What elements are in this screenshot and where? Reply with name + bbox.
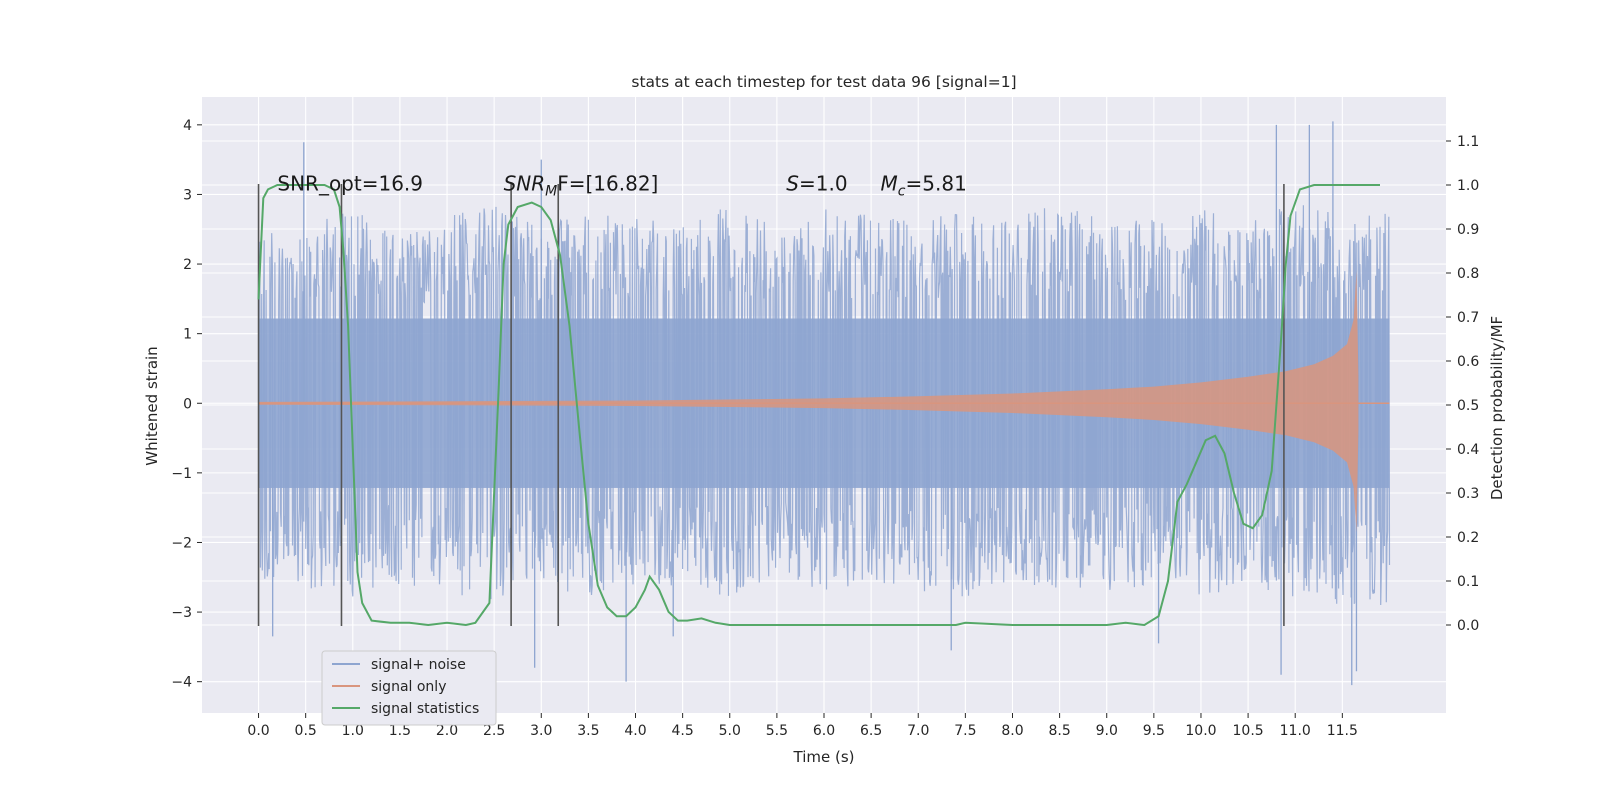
y-tick-label: −2 <box>171 535 192 551</box>
annotation-part: S <box>786 172 799 196</box>
x-tick-label: 0.5 <box>295 723 317 739</box>
x-tick-label: 8.0 <box>1001 723 1023 739</box>
x-tick-label: 1.5 <box>389 723 411 739</box>
x-tick-label: 1.0 <box>342 723 364 739</box>
x-tick-label: 8.5 <box>1048 723 1070 739</box>
x-tick-label: 5.5 <box>766 723 788 739</box>
y-right-tick-label: 0.6 <box>1457 354 1479 370</box>
annotations: SNR_opt=16.9 SNRMF=[16.82] S=1.0 Mc=5.81 <box>277 172 966 200</box>
x-tick-label: 6.5 <box>860 723 882 739</box>
annotation-part: c <box>898 184 906 200</box>
x-tick-label: 2.5 <box>483 723 505 739</box>
annotation-part: =5.81 <box>906 172 967 196</box>
x-tick-label: 3.0 <box>530 723 552 739</box>
annotation-s: S=1.0 <box>786 172 847 196</box>
y-tick-label: −3 <box>171 605 192 621</box>
x-tick-label: 2.0 <box>436 723 458 739</box>
chart-title: stats at each timestep for test data 96 … <box>631 73 1016 91</box>
legend-label-statistics: signal statistics <box>371 701 479 717</box>
y-tick-label: 4 <box>183 118 192 134</box>
x-tick-label: 6.0 <box>813 723 835 739</box>
axes: 0.0 0.5 1.0 1.5 2.0 2.5 3.0 3.5 4.0 4.5 5.0 5.5 6.0 6… <box>171 118 1479 739</box>
annotation-snr-mf: SNRMF=[16.82] <box>504 172 659 200</box>
annotation-part: =1.0 <box>799 172 848 196</box>
signal-envelope <box>258 271 1359 532</box>
x-tick-label: 11.5 <box>1327 723 1358 739</box>
y-right-tick-label: 1.1 <box>1457 134 1479 150</box>
x-tick-label: 9.0 <box>1096 723 1118 739</box>
annotation-part: SNR <box>504 172 546 196</box>
noise-trace <box>257 205 1391 606</box>
y-right-tick-label: 0.4 <box>1457 442 1479 458</box>
x-tick-label: 10.5 <box>1233 723 1264 739</box>
annotation-snr-opt: SNR_opt=16.9 <box>277 172 423 196</box>
y-right-axis-title: Detection probability/MF <box>1488 316 1506 500</box>
x-tick-label: 7.5 <box>954 723 976 739</box>
vertical-markers <box>257 184 1285 626</box>
y-axis-title: Whitened strain <box>143 346 161 465</box>
x-tick-label: 11.0 <box>1280 723 1311 739</box>
y-right-tick-label: 0.5 <box>1457 398 1479 414</box>
x-tick-label: 0.0 <box>247 723 269 739</box>
y-right-tick-label: 0.7 <box>1457 310 1479 326</box>
y-tick-label: 0 <box>183 396 192 412</box>
y-tick-label: 1 <box>183 327 192 343</box>
y-tick-label: −1 <box>171 466 192 482</box>
legend: signal+ noise signal only signal statist… <box>321 650 497 726</box>
signal-series <box>258 271 1390 532</box>
statistics-line <box>257 184 1380 627</box>
y-right-tick-label: 0.9 <box>1457 222 1479 238</box>
annotation-part: F=[16.82] <box>557 172 658 196</box>
x-tick-label: 7.0 <box>907 723 929 739</box>
annotation-part: M <box>881 172 898 196</box>
x-tick-label: 10.0 <box>1185 723 1216 739</box>
y-right-tick-label: 0.2 <box>1457 530 1479 546</box>
x-tick-label: 4.5 <box>672 723 694 739</box>
y-right-tick-label: 0.0 <box>1457 618 1479 634</box>
y-right-tick-label: 0.3 <box>1457 486 1479 502</box>
y-tick-label: −4 <box>171 675 192 691</box>
legend-label-noise: signal+ noise <box>371 657 466 673</box>
legend-box <box>321 650 497 726</box>
y-right-tick-label: 1.0 <box>1457 178 1479 194</box>
x-tick-label: 4.0 <box>624 723 646 739</box>
y-tick-label: 2 <box>183 257 192 273</box>
statistics-series <box>257 184 1380 627</box>
annotation-part: M <box>545 184 557 200</box>
y-tick-label: 3 <box>183 187 192 203</box>
y-right-tick-label: 0.1 <box>1457 574 1479 590</box>
x-axis-title: Time (s) <box>793 748 855 766</box>
x-tick-label: 5.0 <box>719 723 741 739</box>
annotation-mc: Mc=5.81 <box>881 172 967 200</box>
y-right-tick-label: 0.8 <box>1457 266 1479 282</box>
x-tick-label: 3.5 <box>577 723 599 739</box>
x-tick-label: 9.5 <box>1143 723 1165 739</box>
legend-label-signal: signal only <box>371 679 446 695</box>
